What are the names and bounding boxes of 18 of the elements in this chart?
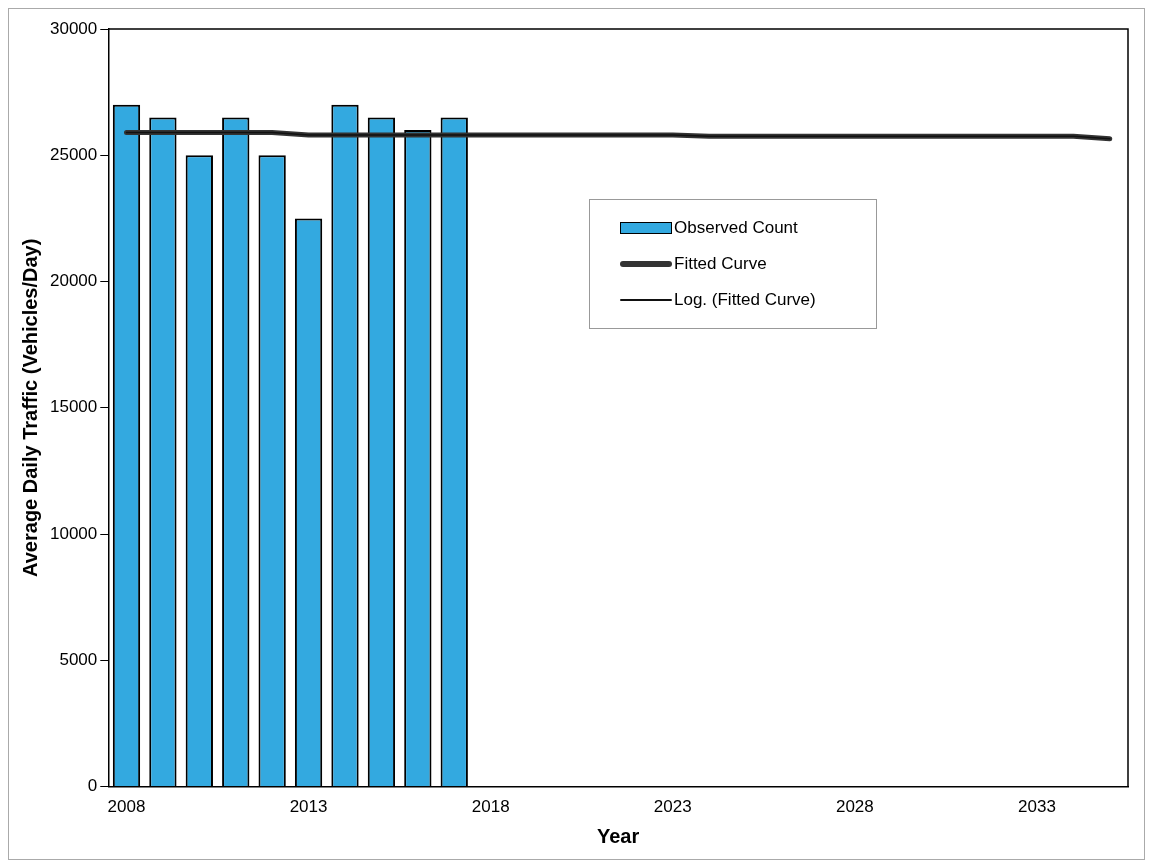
x-tick-label: 2023 [653, 797, 692, 817]
y-tick-label: 30000 [49, 18, 98, 38]
x-tick-label: 2018 [471, 797, 510, 817]
legend-label: Log. (Fitted Curve) [674, 290, 816, 310]
y-tick-label: 0 [87, 776, 98, 796]
x-tick-label: 2008 [107, 797, 146, 817]
y-tick-label: 20000 [49, 271, 98, 291]
y-tick-label: 5000 [59, 650, 98, 670]
y-axis-title: Average Daily Traffic (Vehicles/Day) [18, 238, 41, 577]
y-tick-label: 15000 [49, 397, 98, 417]
legend-label: Observed Count [674, 218, 798, 238]
legend-label: Fitted Curve [674, 254, 767, 274]
x-tick-label: 2033 [1018, 797, 1056, 817]
x-axis-title: Year [597, 824, 640, 847]
x-tick-label: 2028 [835, 797, 874, 817]
x-tick-label: 2013 [289, 797, 328, 817]
y-tick-label: 10000 [49, 523, 98, 543]
y-tick-label: 25000 [49, 144, 98, 164]
